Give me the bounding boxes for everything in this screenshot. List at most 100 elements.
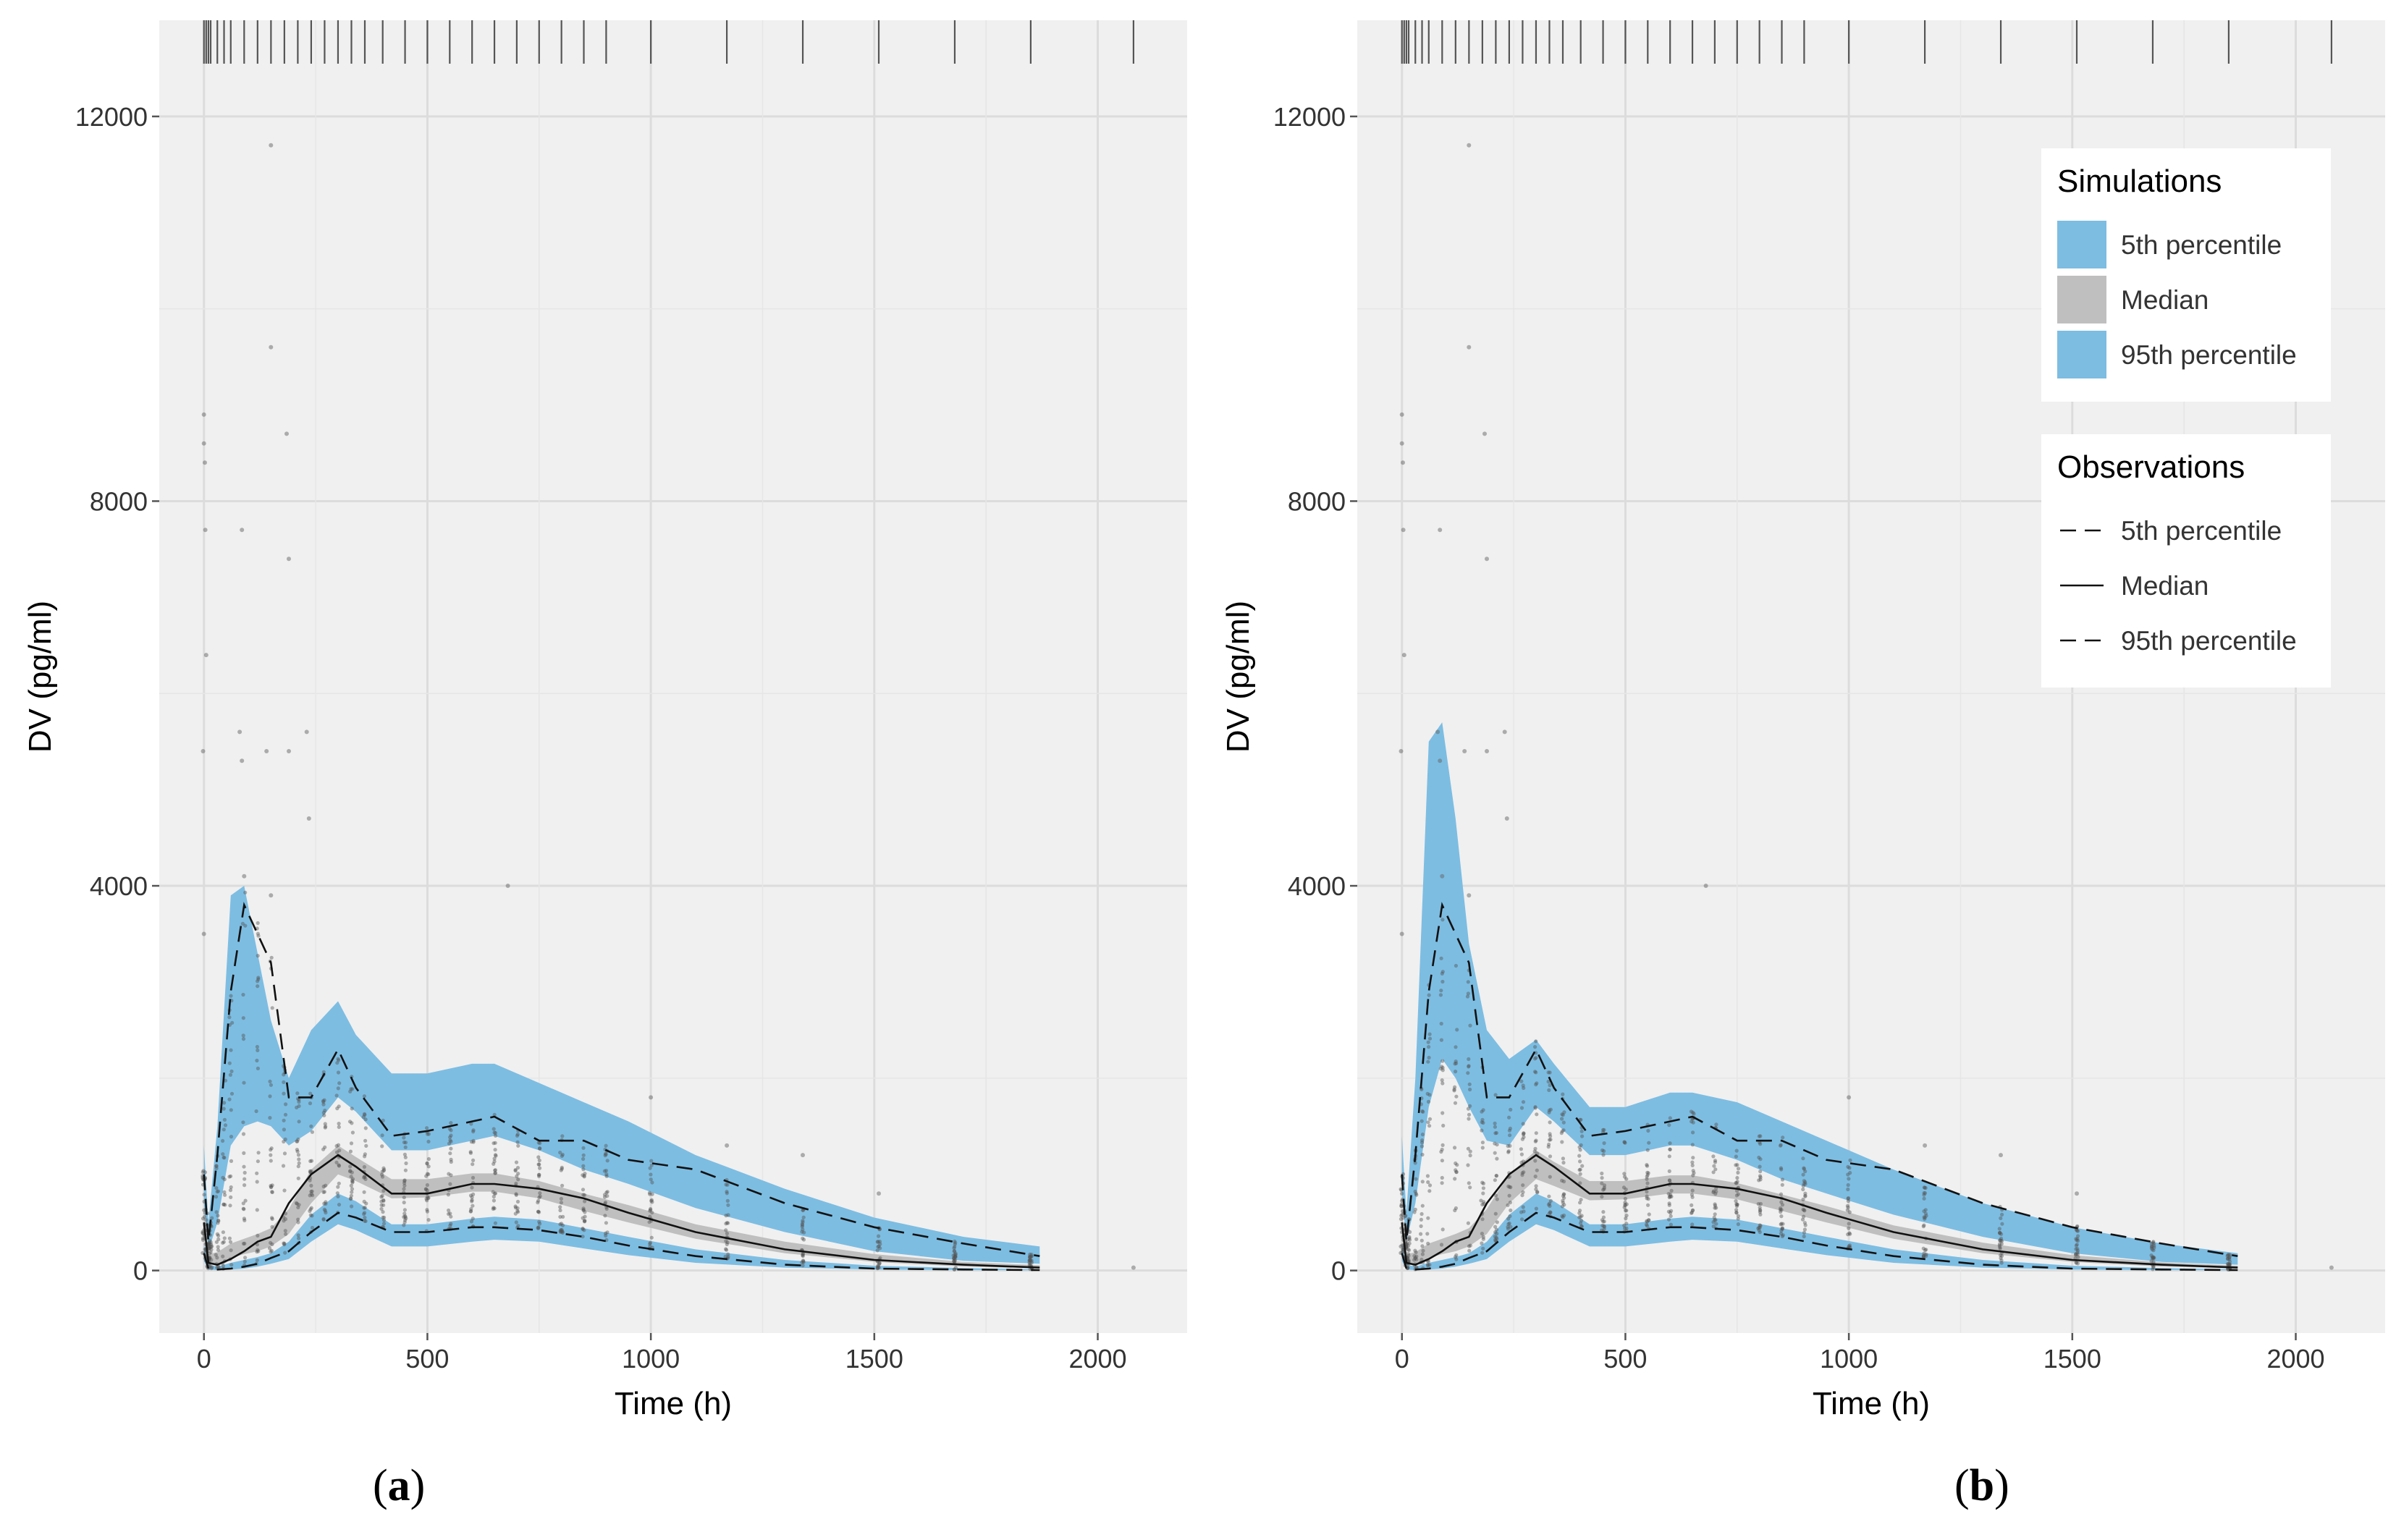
observation-point xyxy=(1802,1208,1806,1212)
observation-point xyxy=(222,1236,227,1240)
observation-point xyxy=(294,1201,298,1205)
observation-point xyxy=(2151,1265,2156,1269)
observation-point xyxy=(878,1242,882,1246)
observation-point xyxy=(254,1109,258,1114)
observation-point xyxy=(514,1220,518,1224)
observation-outlier xyxy=(649,1095,654,1100)
observation-point xyxy=(1758,1212,1763,1217)
observation-point xyxy=(1734,1210,1739,1214)
observation-point xyxy=(1847,1222,1851,1226)
observation-point xyxy=(877,1261,882,1265)
observation-point xyxy=(1691,1130,1695,1135)
observation-point xyxy=(1690,1203,1694,1207)
line-observations-95th-percentile xyxy=(1401,902,2238,1257)
observation-point xyxy=(952,1249,957,1253)
observation-point xyxy=(403,1214,408,1219)
observation-point xyxy=(1779,1143,1783,1148)
x-tick-label: 2000 xyxy=(2266,1344,2324,1374)
observation-point xyxy=(363,1219,368,1223)
observation-point xyxy=(1714,1206,1718,1210)
observation-point xyxy=(1713,1167,1718,1172)
observation-point xyxy=(363,1206,367,1210)
observation-point xyxy=(1440,1175,1444,1180)
observation-point xyxy=(229,1159,234,1163)
observation-point xyxy=(1404,1214,1408,1218)
observation-point xyxy=(1028,1258,1032,1262)
observation-point xyxy=(1921,1253,1925,1258)
observation-point xyxy=(1420,1133,1425,1137)
observation-point xyxy=(284,1102,288,1107)
observation-point xyxy=(1602,1227,1606,1231)
observation-point xyxy=(952,1259,956,1264)
observation-point xyxy=(283,1229,287,1233)
observation-point xyxy=(801,1227,805,1232)
observation-point xyxy=(1645,1148,1650,1152)
observation-point xyxy=(1577,1145,1582,1149)
observation-point xyxy=(337,1164,342,1168)
observation-point xyxy=(1689,1109,1694,1114)
observation-point xyxy=(581,1235,585,1239)
observation-point xyxy=(210,1216,214,1220)
observation-point xyxy=(1427,993,1431,997)
observation-point xyxy=(953,1255,957,1259)
observation-point xyxy=(1468,1154,1472,1158)
observation-point xyxy=(229,1135,234,1139)
observation-point xyxy=(448,1138,452,1143)
observation-point xyxy=(362,1190,366,1194)
observation-point xyxy=(1521,1159,1525,1164)
observation-point xyxy=(1923,1185,1927,1190)
observation-point xyxy=(1579,1224,1584,1228)
observation-outlier xyxy=(1467,893,1472,898)
observation-point xyxy=(222,1128,226,1132)
observation-point xyxy=(270,1242,274,1246)
observation-point xyxy=(2075,1237,2080,1241)
observation-point xyxy=(1546,1203,1551,1207)
observation-point xyxy=(604,1206,609,1211)
observation-point xyxy=(1801,1172,1805,1177)
observation-point xyxy=(1440,971,1444,976)
observation-point xyxy=(1736,1170,1740,1175)
observation-point xyxy=(446,1193,451,1197)
observation-point xyxy=(1480,1180,1485,1185)
observation-point xyxy=(2151,1256,2156,1260)
observation-point xyxy=(1548,1138,1553,1142)
observation-point xyxy=(1547,1110,1551,1114)
plot-background xyxy=(159,20,1187,1333)
observation-point xyxy=(321,1099,326,1103)
legend-swatch xyxy=(2057,221,2106,268)
observation-point xyxy=(536,1226,541,1230)
observation-point xyxy=(1668,1194,1672,1198)
observation-point xyxy=(308,1170,313,1175)
observation-point xyxy=(648,1244,652,1248)
observation-point xyxy=(296,1153,301,1157)
observation-point xyxy=(1758,1177,1763,1182)
observation-point xyxy=(214,1195,219,1199)
observation-point xyxy=(1547,1211,1551,1216)
observation-point xyxy=(648,1166,652,1170)
observation-point xyxy=(350,1177,355,1181)
observation-point xyxy=(241,992,245,997)
observation-point xyxy=(2149,1246,2154,1251)
observation-point xyxy=(297,1161,301,1165)
observation-point xyxy=(1579,1129,1584,1133)
observation-point xyxy=(801,1260,806,1264)
observation-point xyxy=(1692,1171,1696,1175)
observation-point xyxy=(725,1182,730,1187)
observation-point xyxy=(448,1135,452,1140)
observation-point xyxy=(207,1245,211,1251)
observation-point xyxy=(447,1141,452,1146)
observation-point xyxy=(1713,1192,1718,1196)
observation-point xyxy=(1407,1241,1412,1245)
observation-point xyxy=(1420,1138,1425,1143)
observation-outlier xyxy=(801,1153,805,1158)
observation-point xyxy=(1467,1112,1472,1117)
observation-point xyxy=(581,1188,586,1192)
observation-point xyxy=(1846,1196,1850,1201)
observation-outlier xyxy=(203,528,208,533)
observation-point xyxy=(1426,1262,1430,1267)
observation-point xyxy=(1453,1146,1457,1150)
observation-point xyxy=(1601,1210,1606,1214)
observation-point xyxy=(1602,1224,1607,1229)
observation-point xyxy=(308,1101,313,1106)
